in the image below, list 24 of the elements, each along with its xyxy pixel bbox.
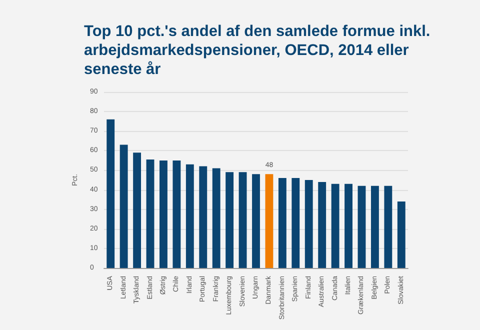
bar xyxy=(172,160,181,268)
bar xyxy=(384,186,392,268)
bar xyxy=(106,119,115,268)
bar xyxy=(292,178,300,268)
bar xyxy=(304,180,313,268)
bar xyxy=(370,186,379,268)
bar xyxy=(120,144,128,268)
bar xyxy=(252,174,260,268)
bar xyxy=(146,159,154,268)
bar xyxy=(331,184,340,268)
bar xyxy=(344,184,352,268)
bar xyxy=(358,186,366,268)
bar xyxy=(265,174,274,268)
bar xyxy=(160,160,168,268)
bar xyxy=(186,164,194,268)
bar xyxy=(199,166,208,268)
bar xyxy=(397,202,406,268)
chart-title: Top 10 pct.'s andel af den samlede formue inkl. arbejdsmarkedspensioner, OECD, 2014 eller seneste år xyxy=(84,22,432,79)
bar xyxy=(226,172,234,268)
bar xyxy=(212,168,220,268)
bar xyxy=(278,178,286,268)
bar xyxy=(133,152,142,268)
bar xyxy=(238,172,247,268)
bar xyxy=(318,182,326,268)
